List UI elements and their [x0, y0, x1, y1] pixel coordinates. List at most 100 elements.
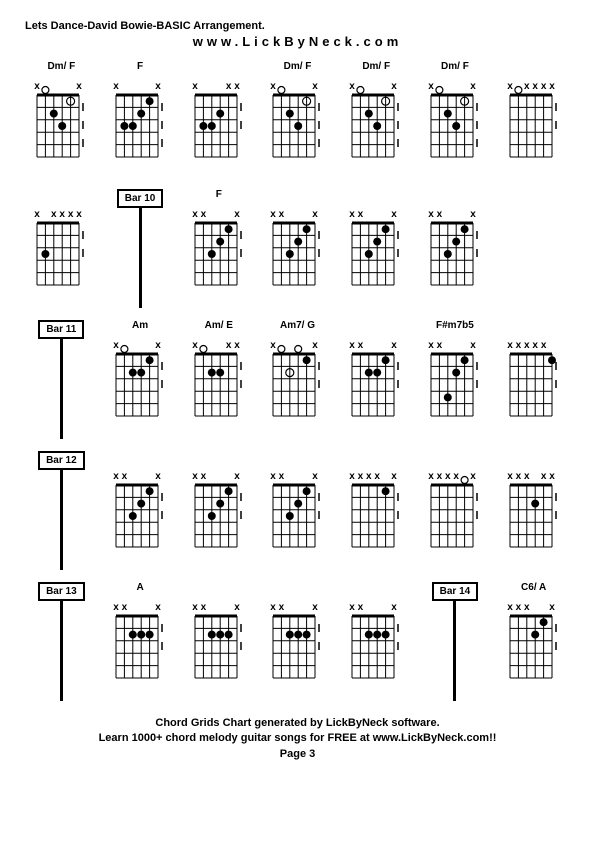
- chord-cell: xxx: [419, 189, 492, 308]
- chord-cell: xxx: [261, 451, 334, 570]
- chord-label: Dm/ F: [362, 61, 390, 75]
- chord-label: Am: [132, 320, 148, 334]
- chord-cell: Dm/ F xx: [340, 61, 413, 177]
- svg-text:x: x: [437, 471, 443, 482]
- svg-text:x: x: [428, 209, 434, 220]
- svg-text:x: x: [540, 81, 546, 92]
- svg-text:x: x: [515, 471, 521, 482]
- chord-cell: Dm/ Fxx: [419, 61, 492, 177]
- chord-svg: xx: [110, 77, 174, 162]
- svg-text:x: x: [200, 209, 206, 220]
- chord-label: Dm/ F: [284, 61, 312, 75]
- svg-text:x: x: [35, 81, 41, 92]
- chord-cell: Bar 11: [25, 320, 98, 439]
- svg-text:x: x: [192, 471, 198, 482]
- svg-text:x: x: [445, 471, 451, 482]
- chord-diagram: xxx: [346, 336, 406, 436]
- chord-diagram: xxxxx: [504, 467, 564, 567]
- svg-text:x: x: [428, 81, 434, 92]
- chord-svg: xxx: [189, 336, 253, 421]
- chord-cell: xxx: [182, 582, 255, 701]
- svg-text:x: x: [349, 602, 355, 613]
- bar-label: Bar 13: [38, 582, 85, 601]
- chord-svg: xxxxx: [504, 467, 568, 552]
- svg-text:x: x: [437, 340, 443, 351]
- chord-svg: xxxx: [504, 598, 568, 683]
- chord-svg: xx: [346, 77, 410, 162]
- chord-grid: Dm/ FxxFxxxxxDm/ FxxDm/ FxxDm/ Fxxxxxxxx…: [25, 61, 570, 701]
- svg-text:x: x: [271, 602, 277, 613]
- chord-cell: xxx: [182, 451, 255, 570]
- svg-text:x: x: [549, 81, 555, 92]
- chord-diagram: xxxxx: [31, 205, 91, 305]
- chord-cell: xxxxx: [497, 451, 570, 570]
- svg-text:x: x: [391, 209, 397, 220]
- chord-svg: xxx: [189, 598, 253, 683]
- chord-cell: xxxxx: [497, 320, 570, 439]
- chord-label: F#m7b5: [436, 320, 474, 334]
- svg-text:x: x: [549, 602, 555, 613]
- svg-text:x: x: [470, 340, 476, 351]
- svg-text:x: x: [453, 471, 459, 482]
- chord-diagram: xxxxx: [504, 336, 564, 436]
- svg-text:x: x: [428, 471, 434, 482]
- chord-cell: Am xx: [104, 320, 177, 439]
- svg-text:x: x: [470, 471, 476, 482]
- chord-cell: Dm/ Fxx: [25, 61, 98, 177]
- svg-text:x: x: [540, 471, 546, 482]
- svg-text:x: x: [358, 209, 364, 220]
- svg-text:x: x: [349, 471, 355, 482]
- svg-text:x: x: [200, 602, 206, 613]
- chord-diagram: xxx: [346, 598, 406, 698]
- chord-cell: F#m7b5xxx: [419, 320, 492, 439]
- chord-cell: xxxxx: [340, 451, 413, 570]
- chord-diagram: xx: [110, 336, 170, 436]
- svg-text:x: x: [226, 81, 232, 92]
- chord-cell: xxx: [261, 189, 334, 308]
- chord-diagram: xxx: [425, 336, 485, 436]
- svg-text:x: x: [470, 209, 476, 220]
- chord-svg: xxxxx: [504, 336, 568, 421]
- chord-svg: xxx: [346, 336, 410, 421]
- chord-label: Am7/ G: [280, 320, 315, 334]
- chord-cell: xxx: [340, 320, 413, 439]
- chord-cell: Fxxx: [182, 189, 255, 308]
- svg-text:x: x: [234, 81, 240, 92]
- svg-text:x: x: [437, 209, 443, 220]
- svg-text:x: x: [155, 81, 161, 92]
- chord-label: F: [137, 61, 143, 75]
- svg-text:x: x: [428, 340, 434, 351]
- page-url: www.LickByNeck.com: [25, 34, 570, 49]
- chord-svg: xxx: [267, 467, 331, 552]
- chord-diagram: xxx: [110, 467, 170, 567]
- chord-cell: xxxxx: [25, 189, 98, 308]
- chord-label: A: [136, 582, 143, 596]
- bar-label: Bar 11: [38, 320, 84, 339]
- svg-text:x: x: [313, 602, 319, 613]
- chord-diagram: xx: [346, 77, 406, 177]
- svg-text:x: x: [375, 471, 381, 482]
- svg-text:x: x: [234, 471, 240, 482]
- svg-text:x: x: [507, 471, 513, 482]
- chord-label: C6/ A: [521, 582, 546, 596]
- chord-svg: xxx: [267, 598, 331, 683]
- chord-label: Dm/ F: [441, 61, 469, 75]
- chord-diagram: xx: [267, 336, 327, 436]
- chord-diagram: xxx: [189, 336, 249, 436]
- chord-svg: xxx: [425, 205, 489, 290]
- chord-svg: xxxxx: [504, 77, 568, 162]
- svg-text:x: x: [366, 471, 372, 482]
- chord-diagram: xxx: [189, 467, 249, 567]
- svg-text:x: x: [226, 340, 232, 351]
- svg-text:x: x: [60, 209, 66, 220]
- chord-svg: xxx: [189, 77, 253, 162]
- svg-text:x: x: [358, 602, 364, 613]
- svg-text:x: x: [155, 340, 161, 351]
- svg-text:x: x: [524, 340, 530, 351]
- svg-text:x: x: [271, 471, 277, 482]
- svg-text:x: x: [540, 340, 546, 351]
- chord-svg: xxxxx: [425, 467, 489, 552]
- svg-text:x: x: [515, 340, 521, 351]
- svg-text:x: x: [313, 471, 319, 482]
- svg-text:x: x: [349, 81, 355, 92]
